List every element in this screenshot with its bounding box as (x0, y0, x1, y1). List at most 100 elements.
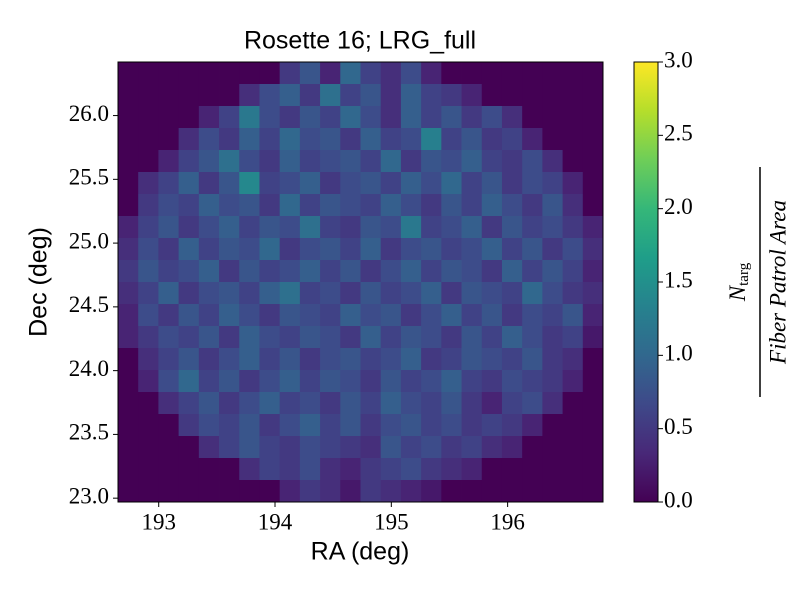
heatmap-cell (562, 480, 584, 503)
heatmap-cell (400, 458, 422, 481)
heatmap-cell (340, 480, 361, 503)
heatmap-cell (542, 260, 563, 283)
heatmap-cell (542, 282, 563, 305)
heatmap-cell (400, 414, 422, 437)
heatmap-cell (158, 260, 180, 283)
heatmap-cell (340, 348, 361, 371)
heatmap-cell (380, 458, 402, 481)
heatmap-cell (380, 326, 402, 349)
heatmap-cell (501, 304, 523, 327)
heatmap-cell (178, 150, 200, 173)
heatmap-cell (219, 172, 240, 195)
heatmap-cell (400, 436, 422, 459)
heatmap-cell (138, 216, 159, 239)
heatmap-cell (542, 106, 563, 129)
heatmap-cell (279, 194, 301, 217)
heatmap-cell (198, 348, 220, 371)
heatmap-cell (562, 370, 584, 393)
heatmap-cell (299, 260, 321, 283)
heatmap-cell (158, 436, 180, 459)
heatmap-cell (158, 62, 180, 85)
heatmap-cell (582, 194, 604, 217)
heatmap-cell (441, 194, 462, 217)
heatmap-cell (138, 62, 159, 85)
heatmap-cell (239, 480, 260, 503)
heatmap-cell (542, 480, 563, 503)
heatmap-cell (198, 216, 220, 239)
heatmap-cell (542, 370, 563, 393)
heatmap-cell (158, 172, 180, 195)
heatmap-cell (259, 128, 281, 151)
heatmap-cell (320, 194, 341, 217)
heatmap-cell (219, 128, 240, 151)
heatmap-cell (239, 414, 260, 437)
heatmap-cell (118, 392, 139, 415)
heatmap-cell (400, 128, 422, 151)
heatmap-cell (219, 282, 240, 305)
heatmap-cell (279, 150, 301, 173)
heatmap-cell (360, 282, 382, 305)
heatmap-cell (380, 150, 402, 173)
heatmap-cell (582, 458, 604, 481)
heatmap-cell (380, 216, 402, 239)
heatmap-cell (198, 260, 220, 283)
heatmap-cell (320, 216, 341, 239)
heatmap-cell (522, 304, 543, 327)
heatmap-cell (158, 348, 180, 371)
heatmap-cell (178, 458, 200, 481)
heatmap-cell (198, 436, 220, 459)
heatmap-cell (542, 150, 563, 173)
heatmap-cell (400, 326, 422, 349)
heatmap-cell (340, 458, 361, 481)
heatmap-cell (138, 458, 159, 481)
heatmap-cell (481, 348, 503, 371)
heatmap-cell (320, 282, 341, 305)
heatmap-cell (138, 304, 159, 327)
heatmap-cell (421, 392, 442, 415)
heatmap-cell (279, 238, 301, 261)
heatmap-cell (320, 172, 341, 195)
heatmap-cell (522, 436, 543, 459)
heatmap-cell (400, 392, 422, 415)
heatmap-cell (400, 84, 422, 107)
x-tick-label: 193 (141, 509, 176, 534)
heatmap-cell (421, 62, 442, 85)
heatmap-cell (360, 348, 382, 371)
heatmap-cell (380, 194, 402, 217)
y-tick-label: 24.5 (69, 292, 109, 317)
heatmap-cell (582, 414, 604, 437)
heatmap-cell (542, 238, 563, 261)
heatmap-cell (239, 370, 260, 393)
heatmap-cell (158, 238, 180, 261)
heatmap-cell (441, 84, 462, 107)
heatmap-cell (501, 414, 523, 437)
heatmap-cell (522, 62, 543, 85)
heatmap-cell (219, 194, 240, 217)
heatmap-cell (178, 260, 200, 283)
heatmap-cell (360, 216, 382, 239)
heatmap-cell (562, 62, 584, 85)
heatmap-cell (340, 62, 361, 85)
heatmap-cell (138, 282, 159, 305)
heatmap-cell (481, 84, 503, 107)
heatmap-cell (340, 392, 361, 415)
heatmap-cell (158, 194, 180, 217)
heatmap-cell (299, 436, 321, 459)
heatmap-cell (118, 370, 139, 393)
heatmap-cell (522, 414, 543, 437)
heatmap-cell (299, 84, 321, 107)
heatmap-cell (481, 326, 503, 349)
heatmap-cell (340, 260, 361, 283)
heatmap-cell (198, 480, 220, 503)
heatmap-cell (279, 370, 301, 393)
heatmap-cell (138, 326, 159, 349)
heatmap-cell (118, 238, 139, 261)
heatmap-cell (562, 348, 584, 371)
heatmap-cell (441, 414, 462, 437)
heatmap-cell (279, 392, 301, 415)
heatmap-cell (501, 326, 523, 349)
heatmap-cell (441, 370, 462, 393)
colorbar-tick-label: 0.0 (664, 487, 693, 512)
heatmap-cell (239, 304, 260, 327)
heatmap-cell (239, 106, 260, 129)
